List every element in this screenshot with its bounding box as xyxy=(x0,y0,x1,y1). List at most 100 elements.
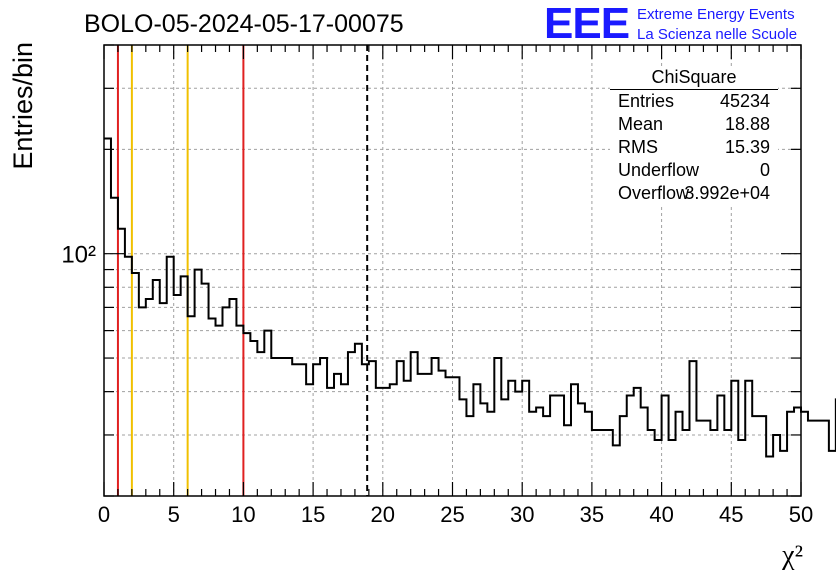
stats-label: RMS xyxy=(618,137,658,157)
histogram-bin xyxy=(181,276,188,496)
histogram-bin xyxy=(229,299,236,496)
histogram-bin xyxy=(299,364,306,496)
histogram-bin xyxy=(397,361,404,496)
histogram-bin xyxy=(278,358,285,496)
logo-text-line2: La Scienza nelle Scuole xyxy=(637,26,798,43)
chart-title: BOLO-05-2024-05-17-00075 xyxy=(84,10,404,38)
histogram-bin xyxy=(411,352,418,496)
x-tick-label: 5 xyxy=(168,502,180,527)
stats-label: Entries xyxy=(618,91,675,111)
histogram-bin xyxy=(418,374,425,496)
x-tick-label: 15 xyxy=(301,502,325,527)
histogram-bin xyxy=(362,364,369,496)
histogram-bin xyxy=(634,388,641,496)
histogram-bin xyxy=(153,280,160,496)
histogram-bin xyxy=(473,384,480,496)
grid xyxy=(104,45,801,496)
histogram-bin xyxy=(466,416,473,496)
histogram-bin xyxy=(160,303,167,496)
histogram-bin xyxy=(829,451,836,496)
histogram-bin xyxy=(822,421,829,496)
histogram-bin xyxy=(139,307,146,496)
histogram-bin xyxy=(341,384,348,496)
histogram-bin xyxy=(766,457,773,496)
histogram-bin xyxy=(613,445,620,496)
histogram-bin xyxy=(696,421,703,496)
histogram-bin xyxy=(683,430,690,496)
histogram-bin xyxy=(669,440,676,496)
histogram-bin xyxy=(195,270,202,496)
histogram-bin xyxy=(111,198,118,496)
histogram-bin xyxy=(118,229,125,496)
histogram-bin xyxy=(404,381,411,496)
histogram-bin xyxy=(174,295,181,496)
histogram-bin xyxy=(188,316,195,496)
histogram-bin xyxy=(369,361,376,496)
stats-label: Mean xyxy=(618,114,664,134)
histogram-bin xyxy=(202,284,209,496)
histogram-bin xyxy=(494,358,501,496)
histogram-bin xyxy=(648,430,655,496)
stats-row-overflow: Overflow 3.992e+04 xyxy=(610,182,778,205)
histogram-series xyxy=(104,137,836,496)
histogram-bin xyxy=(222,307,229,496)
histogram-bin xyxy=(731,381,738,496)
histogram-bin xyxy=(571,384,578,496)
histogram-bin xyxy=(676,412,683,496)
histogram-bin xyxy=(292,364,299,496)
axis-ticks xyxy=(103,44,802,497)
axis-labels: 0 5 10 15 20 25 30 35 40 45 50 10² Entries/bin χ² xyxy=(8,42,813,571)
histogram-bin xyxy=(257,352,264,496)
histogram-bin xyxy=(425,374,432,496)
histogram-bin xyxy=(641,408,648,496)
logo-text-line1: Extreme Energy Events xyxy=(637,6,795,23)
stats-value: 0 xyxy=(759,160,770,180)
stats-value: 45234 xyxy=(719,91,770,111)
histogram-line xyxy=(104,137,836,458)
histogram-bin xyxy=(501,399,508,496)
y-tick-label: 10² xyxy=(61,242,96,269)
histogram-bin xyxy=(334,374,341,496)
histogram-bin xyxy=(815,421,822,496)
histogram-bin xyxy=(522,381,529,496)
x-tick-label: 30 xyxy=(510,502,534,527)
histogram-bin xyxy=(383,388,390,496)
histogram-bin xyxy=(327,388,334,496)
histogram-bin xyxy=(710,430,717,496)
stats-box: ChiSquare Entries 45234 Mean 18.88 RMS 1… xyxy=(610,67,778,205)
histogram-bin xyxy=(236,326,243,496)
logo-mark: EEE xyxy=(544,0,630,48)
stats-row-mean: Mean 18.88 xyxy=(610,113,778,136)
stats-value: 15.39 xyxy=(724,137,770,157)
histogram-bin xyxy=(787,412,794,496)
histogram-bin xyxy=(773,435,780,496)
histogram-bin xyxy=(620,416,627,496)
histogram-bin xyxy=(717,395,724,496)
stats-value: 3.992e+04 xyxy=(684,183,770,203)
histogram-bin xyxy=(104,138,111,496)
histogram-bin xyxy=(250,341,257,496)
histogram-bin xyxy=(376,388,383,496)
histogram-bin xyxy=(662,395,669,496)
histogram-bin xyxy=(348,352,355,496)
histogram-bin xyxy=(146,299,153,496)
histogram-bin xyxy=(390,384,397,496)
histogram-bin xyxy=(271,358,278,496)
histogram-bin xyxy=(738,440,745,496)
y-axis-label: Entries/bin xyxy=(8,42,38,170)
histogram-bin xyxy=(320,358,327,496)
histogram-bin xyxy=(780,451,787,496)
x-tick-label: 35 xyxy=(580,502,604,527)
histogram-bin xyxy=(724,430,731,496)
histogram-bin xyxy=(703,421,710,496)
histogram-bin xyxy=(543,416,550,496)
histogram-bin xyxy=(529,412,536,496)
histogram-bin xyxy=(808,421,815,496)
x-tick-label: 10 xyxy=(231,502,255,527)
histogram-bin xyxy=(453,377,460,496)
stats-label: Overflow xyxy=(618,183,690,203)
histogram-bin xyxy=(439,371,446,496)
stats-row-underflow: Underflow 0 xyxy=(610,159,778,182)
histogram-bin xyxy=(432,358,439,496)
